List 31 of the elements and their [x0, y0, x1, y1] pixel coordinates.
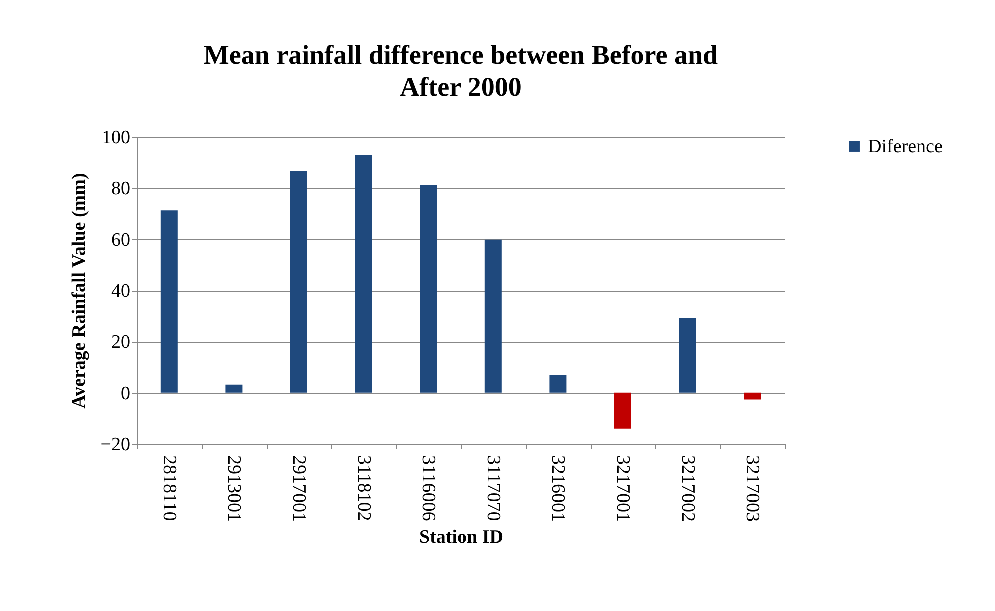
bar — [679, 318, 696, 393]
y-axis-title: Average Rainfall Value (mm) — [68, 173, 90, 409]
bar — [355, 155, 372, 393]
bar — [290, 172, 308, 393]
y-tick-label: 20 — [112, 332, 130, 354]
y-tick-label: 0 — [121, 383, 130, 404]
y-tick-label: 60 — [112, 230, 130, 251]
y-tick-label: 80 — [112, 178, 130, 200]
x-tick-label: 2818110 — [158, 456, 180, 522]
x-tick-label: 3217001 — [612, 456, 634, 522]
bar — [744, 392, 762, 400]
x-axis-title: Station ID — [420, 527, 504, 548]
y-tick-label: −20 — [100, 434, 130, 456]
x-tick-label: 3118102 — [353, 456, 374, 522]
x-tick-label: 2913001 — [224, 456, 245, 522]
legend-label: Diference — [868, 136, 943, 158]
y-tick-label: 100 — [102, 128, 130, 148]
x-tick-label: 3216001 — [548, 456, 569, 522]
bar — [420, 185, 438, 393]
x-tick-label: 3217002 — [677, 456, 698, 522]
x-tick-label: 3116006 — [418, 456, 440, 522]
bar — [226, 384, 243, 393]
bar — [160, 210, 178, 393]
bar — [484, 240, 502, 393]
x-tick-label: 2917001 — [288, 456, 310, 522]
y-tick-label: 40 — [112, 281, 130, 302]
x-tick-label: 3217003 — [742, 456, 764, 522]
bar — [614, 392, 632, 429]
bar — [550, 375, 567, 393]
x-tick-label: 3117070 — [482, 456, 504, 522]
chart-title: Mean rainfall difference between Before and After 2000 — [204, 40, 718, 102]
